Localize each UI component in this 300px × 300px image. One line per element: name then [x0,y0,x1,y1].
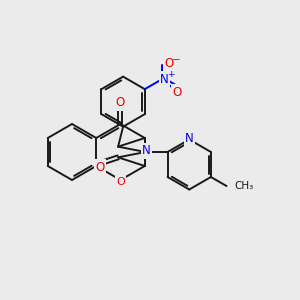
Text: N: N [185,132,194,145]
Text: N: N [160,73,169,86]
Text: O: O [95,160,105,173]
Text: O: O [164,57,174,70]
Text: O: O [116,177,125,187]
Text: O: O [172,86,182,99]
Text: −: − [172,55,181,65]
Text: O: O [116,97,125,110]
Text: CH₃: CH₃ [235,181,254,191]
Text: N: N [142,145,151,158]
Text: +: + [167,70,175,79]
